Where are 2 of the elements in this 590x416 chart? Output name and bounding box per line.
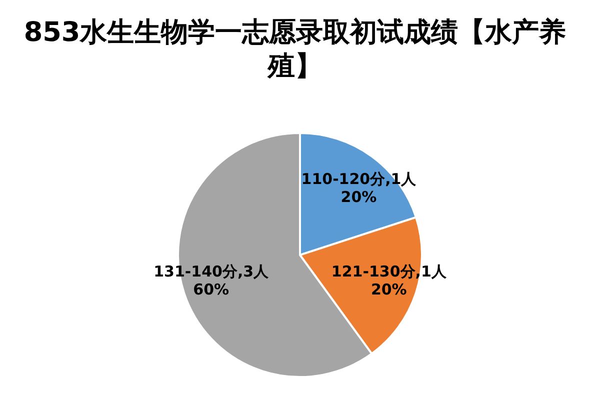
chart-title: 853水生生物学一志愿录取初试成绩【水产养殖】 <box>22 16 568 84</box>
slice-label: 131-140分,3人 60% <box>154 262 270 299</box>
